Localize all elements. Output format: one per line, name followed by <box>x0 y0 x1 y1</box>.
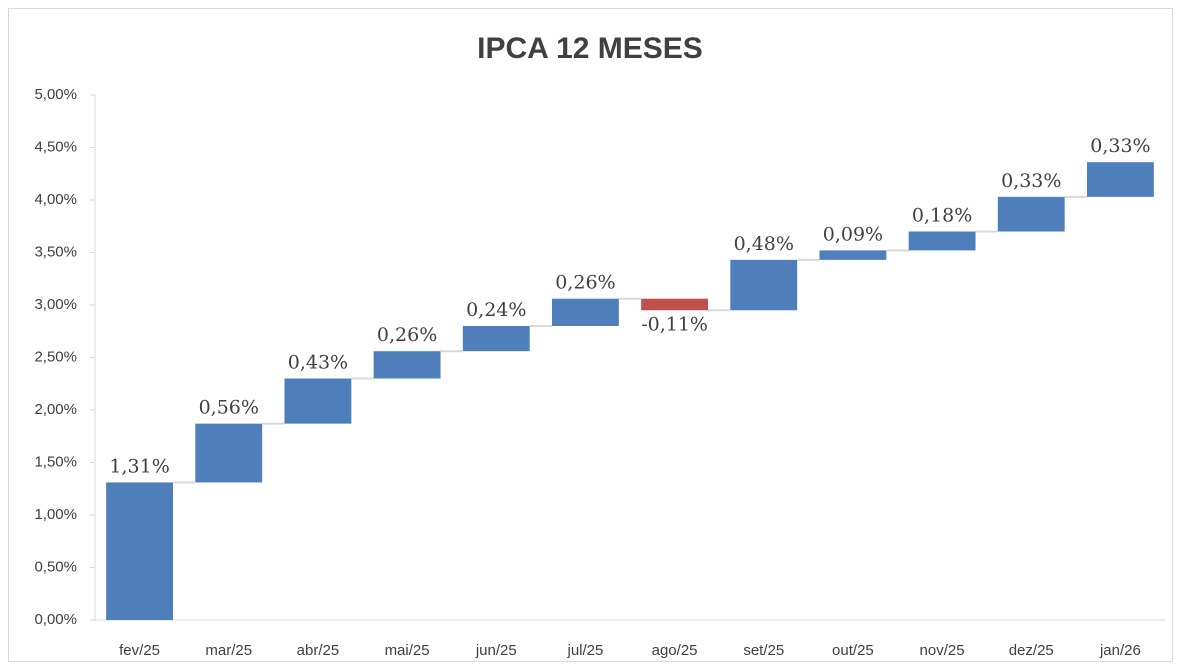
bar <box>106 482 174 620</box>
x-tick-label: nov/25 <box>920 642 965 659</box>
y-tick-label: 4,00% <box>34 191 77 208</box>
value-label: 1,31% <box>109 455 169 477</box>
y-tick-label: 2,00% <box>34 401 77 418</box>
y-tick-label: 3,00% <box>34 296 77 313</box>
x-tick-label: mar/25 <box>205 642 252 659</box>
y-tick-label: 5,00% <box>34 86 77 103</box>
x-tick-label: abr/25 <box>297 642 340 659</box>
value-label: 0,09% <box>823 223 883 245</box>
bar <box>819 250 887 260</box>
y-tick-label: 2,50% <box>34 348 77 365</box>
bar <box>1086 162 1154 197</box>
value-label: 0,33% <box>1090 135 1150 157</box>
bar <box>641 298 709 311</box>
value-label: 0,33% <box>1001 170 1061 192</box>
x-tick-label: jan/26 <box>1099 642 1141 659</box>
y-tick-label: 3,50% <box>34 243 77 260</box>
bar <box>908 231 976 251</box>
bar <box>373 351 441 379</box>
bar <box>195 423 263 483</box>
bar <box>730 259 798 311</box>
value-label: 0,26% <box>555 272 615 294</box>
value-label: 0,56% <box>199 397 259 419</box>
x-tick-label: jul/25 <box>566 642 603 659</box>
x-tick-label: jun/25 <box>475 642 517 659</box>
value-label: 0,48% <box>734 233 794 255</box>
x-tick-label: set/25 <box>743 642 784 659</box>
y-tick-label: 0,50% <box>34 558 77 575</box>
x-tick-label: out/25 <box>832 642 874 659</box>
chart-title: IPCA 12 MESES <box>477 32 703 65</box>
y-tick-label: 4,50% <box>34 138 77 155</box>
value-label: 0,26% <box>377 324 437 346</box>
value-label: 0,43% <box>288 352 348 374</box>
y-tick-label: 1,50% <box>34 453 77 470</box>
y-tick-label: 1,00% <box>34 506 77 523</box>
bar <box>551 298 619 326</box>
x-tick-label: ago/25 <box>652 642 698 659</box>
value-label: 0,24% <box>466 299 526 321</box>
x-tick-label: mai/25 <box>385 642 430 659</box>
x-tick-label: fev/25 <box>119 642 160 659</box>
bar <box>284 378 352 424</box>
y-tick-label: 0,00% <box>34 611 77 628</box>
value-label: -0,11% <box>641 313 708 335</box>
bar <box>997 196 1065 232</box>
value-label: 0,18% <box>912 205 972 227</box>
chart-border <box>8 8 1173 662</box>
x-tick-label: dez/25 <box>1009 642 1054 659</box>
bar <box>462 326 530 352</box>
